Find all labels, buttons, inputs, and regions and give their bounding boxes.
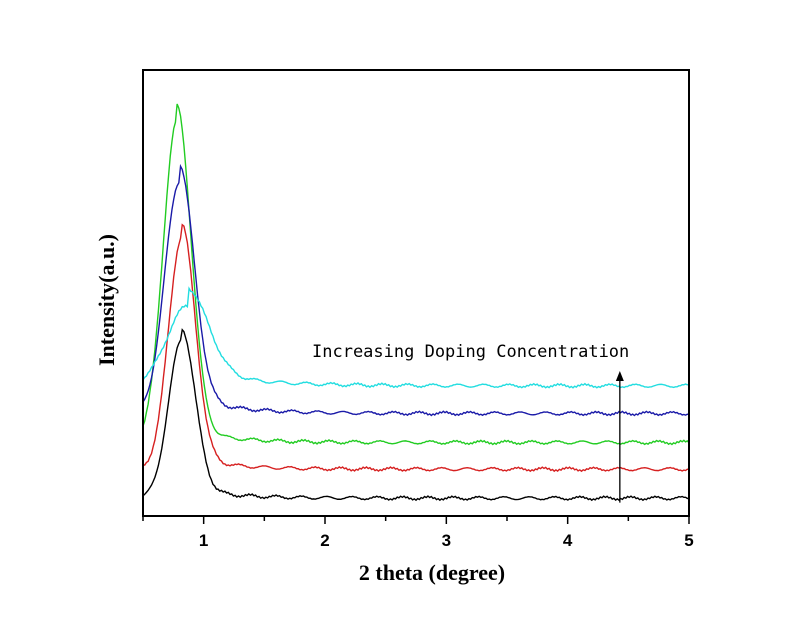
y-axis-title: Intensity(a.u.) [94, 234, 119, 366]
series-line-5 [142, 286, 690, 389]
annotation-layer: Increasing Doping Concentration [312, 342, 629, 503]
series-line-1 [142, 328, 690, 502]
x-tick-label: 1 [199, 531, 208, 550]
x-tick-label: 4 [563, 531, 573, 550]
x-tick-label: 5 [684, 531, 693, 550]
series-line-3 [142, 103, 690, 446]
series-layer [142, 103, 690, 502]
x-tick-label: 2 [320, 531, 329, 550]
x-tick-label: 3 [442, 531, 451, 550]
series-line-4 [142, 163, 690, 417]
series-line-2 [142, 223, 690, 473]
plot-frame [142, 69, 690, 517]
annotation-arrow-head [615, 371, 624, 382]
x-axis-title: 2 theta (degree) [359, 560, 505, 585]
tick-layer: 1 2 3 4 5 [142, 516, 694, 550]
annotation-text: Increasing Doping Concentration [312, 342, 629, 362]
